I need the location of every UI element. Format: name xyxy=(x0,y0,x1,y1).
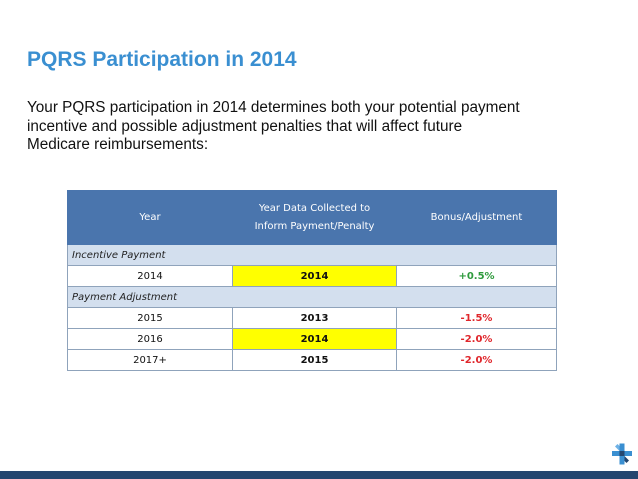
header-year: Year xyxy=(67,190,233,245)
header-bonus-adjustment: Bonus/Adjustment xyxy=(396,190,557,245)
cell-year-collected: 2014 xyxy=(232,265,397,287)
intro-line-3: Medicare reimbursements: xyxy=(27,136,209,153)
pqrs-table: Year Year Data Collected to Inform Payme… xyxy=(67,190,557,371)
cell-bonus: +0.5% xyxy=(396,265,557,287)
header-year-collected-line-2: Inform Payment/Penalty xyxy=(254,220,375,232)
cell-year: 2015 xyxy=(67,307,233,329)
cell-bonus: -2.0% xyxy=(396,349,557,371)
plus-cross-logo-icon xyxy=(612,443,632,465)
intro-paragraph: Your PQRS participation in 2014 determin… xyxy=(27,99,617,155)
slide-title: PQRS Participation in 2014 xyxy=(27,48,297,71)
table-row: 2015 2013 -1.5% xyxy=(67,307,557,329)
footer-rule xyxy=(0,471,638,479)
header-year-collected: Year Data Collected to Inform Payment/Pe… xyxy=(232,190,397,245)
intro-line-2: incentive and possible adjustment penalt… xyxy=(27,117,463,135)
section-row-incentive: Incentive Payment xyxy=(67,244,557,266)
cell-bonus: -2.0% xyxy=(396,328,557,350)
cell-bonus: -1.5% xyxy=(396,307,557,329)
cell-year-collected: 2014 xyxy=(232,328,397,350)
cell-year: 2016 xyxy=(67,328,233,350)
cell-year: 2014 xyxy=(67,265,233,287)
table-header-row: Year Year Data Collected to Inform Payme… xyxy=(67,190,557,245)
cell-year-collected: 2015 xyxy=(232,349,397,371)
table-row: 2016 2014 -2.0% xyxy=(67,328,557,350)
cell-year: 2017+ xyxy=(67,349,233,371)
section-row-adjustment: Payment Adjustment xyxy=(67,286,557,308)
section-label: Payment Adjustment xyxy=(67,286,557,308)
intro-line-1: Your PQRS participation in 2014 determin… xyxy=(27,99,520,116)
cell-year-collected: 2013 xyxy=(232,307,397,329)
header-year-collected-line-1: Year Data Collected to xyxy=(258,202,371,214)
table-row: 2017+ 2015 -2.0% xyxy=(67,349,557,371)
table-row: 2014 2014 +0.5% xyxy=(67,265,557,287)
section-label: Incentive Payment xyxy=(67,244,557,266)
